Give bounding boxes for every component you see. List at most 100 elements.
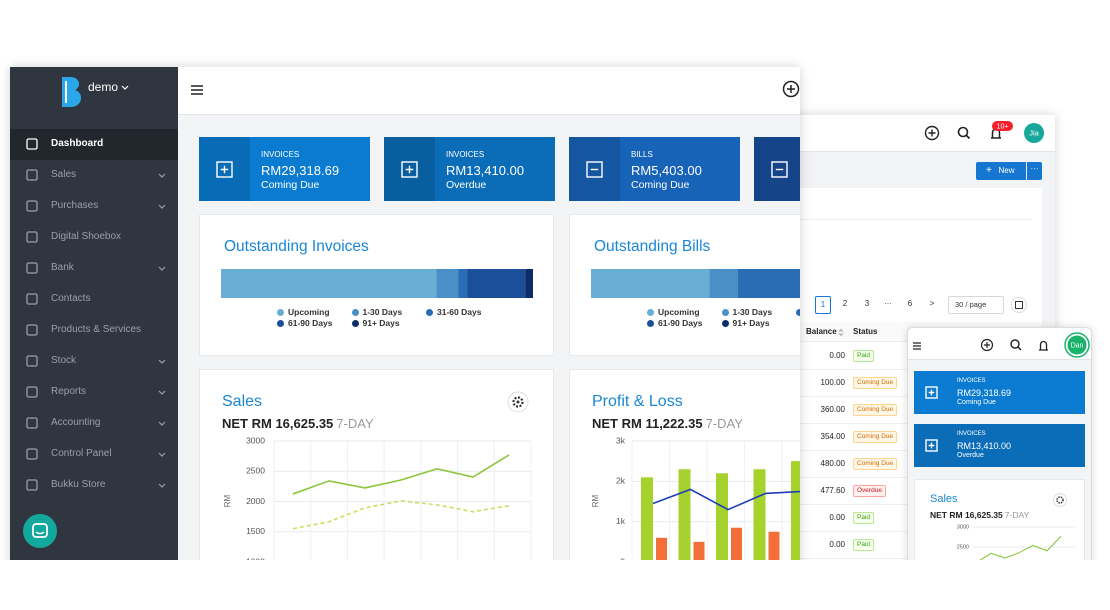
tile-icon-sign <box>928 389 935 396</box>
page-item[interactable]: > <box>929 299 935 308</box>
dashboard-content: INVOICES RM29,318.69 Coming Due INVOICES RM1… <box>10 67 800 560</box>
menu-label: Digital Shoebox <box>51 231 122 242</box>
menu-label: Reports <box>51 386 87 397</box>
menu-item[interactable]: Bukku Store <box>10 470 178 501</box>
status-tag: Paid <box>853 512 875 524</box>
summary-tile[interactable]: INVOICES RM29,318.69 Coming Due <box>199 137 370 201</box>
summary-tile[interactable]: BILLS RM5,403.00 Coming Due <box>569 137 740 201</box>
menu-icon <box>26 479 38 491</box>
bell-icon[interactable] <box>1039 340 1048 351</box>
add-icon[interactable] <box>924 125 940 141</box>
legend-label: 1-30 Days <box>732 307 773 317</box>
tile-label: INVOICES <box>957 431 986 437</box>
badge-count: 10+ <box>997 123 1009 130</box>
menu-item[interactable]: Stock <box>10 346 178 377</box>
add-icon-plus <box>928 129 936 137</box>
add-icon[interactable] <box>782 80 800 98</box>
menu-item[interactable]: Dashboard <box>10 129 178 160</box>
menu-toggle[interactable] <box>913 342 921 350</box>
summary-tile[interactable]: INVOICES RM29,318.69 Coming Due <box>914 371 1085 414</box>
menu-item[interactable]: Bank <box>10 253 178 284</box>
legend-item: 31-60 Days <box>426 307 506 318</box>
bar-segment <box>436 269 459 298</box>
avatar-initials: Jia <box>1029 128 1039 137</box>
search-icon[interactable] <box>957 126 969 138</box>
tile-label: INVOICES <box>446 150 485 159</box>
card-title: Outstanding Invoices <box>224 238 369 255</box>
menu-item[interactable]: Purchases <box>10 191 178 222</box>
menu-icon-shape <box>26 138 38 150</box>
menu-icon-shape <box>26 324 38 336</box>
gear-button[interactable] <box>507 391 529 413</box>
summary-tile[interactable]: INVOICES RM13,410.00 Overdue <box>914 424 1085 467</box>
menu-icon-shape <box>26 355 38 367</box>
tile-amount: RM5,403.00 <box>631 163 702 178</box>
bar <box>678 469 691 560</box>
org-switcher[interactable]: demo <box>88 80 129 94</box>
summary-tile[interactable]: INVOICES RM13,410.00 Overdue <box>384 137 555 201</box>
net-period: 7-DAY <box>336 416 374 431</box>
page-size-select[interactable]: 30 / page <box>948 296 1004 314</box>
phone-icons: Dan <box>913 332 1090 358</box>
org-name: demo <box>88 80 119 94</box>
menu-item[interactable]: Contacts <box>10 284 178 315</box>
chevron-path <box>158 359 166 364</box>
menu-item[interactable]: Products & Services <box>10 315 178 346</box>
menu-item[interactable]: Accounting <box>10 408 178 439</box>
menu-item[interactable]: Control Panel <box>10 439 178 470</box>
status-tag: Coming Due <box>853 404 898 416</box>
tile-label: INVOICES <box>261 150 300 159</box>
legend-label: 61-90 Days <box>658 318 703 328</box>
balance-cell: 477.60 <box>820 486 845 495</box>
row-divider <box>760 369 1042 370</box>
y-tick-label: 1000 <box>246 556 265 560</box>
gear-button[interactable] <box>1053 493 1067 507</box>
bar <box>693 541 705 560</box>
add-icon[interactable] <box>980 338 994 352</box>
menu-icon <box>26 169 38 181</box>
chat-launcher[interactable] <box>23 514 57 548</box>
chart-card: Sales NET RM 16,625.35 7-DAY RM 3000 2500 2000… <box>199 369 554 560</box>
menu-label: Stock <box>51 355 77 366</box>
chevron-path <box>158 173 166 178</box>
menu-icon-shape <box>26 200 38 212</box>
legend-swatch <box>721 320 729 327</box>
menu-item[interactable]: Digital Shoebox <box>10 222 178 253</box>
plus-sign: + <box>986 165 992 176</box>
menu-label: Contacts <box>51 293 91 304</box>
page-item[interactable]: 6 <box>907 299 913 308</box>
menu-item[interactable]: Sales <box>10 160 178 191</box>
menu-toggle[interactable] <box>191 85 203 95</box>
chevron-path <box>158 204 166 209</box>
page-item[interactable]: 2 <box>842 299 848 308</box>
menu-item[interactable]: Reports <box>10 377 178 408</box>
summary-tile[interactable] <box>754 137 800 201</box>
new-button[interactable]: + New <box>976 162 1026 180</box>
tile-note: Coming Due <box>957 399 996 406</box>
search-icon-handle <box>1017 346 1022 351</box>
tile-note: Overdue <box>957 452 984 459</box>
column-settings-icon[interactable] <box>1011 297 1027 313</box>
search-icon[interactable] <box>1010 339 1020 349</box>
legend-swatch <box>351 309 359 316</box>
new-button-menu[interactable]: ··· <box>1027 162 1042 180</box>
legend-swatch <box>796 309 800 316</box>
y-tick-label: 2k <box>616 476 626 486</box>
y-axis-label: RM <box>591 494 600 507</box>
pagination: 1 2 3 ··· 6 >30 / page <box>760 295 1042 315</box>
page-item[interactable]: 3 <box>864 299 870 308</box>
avatar[interactable] <box>1067 335 1087 355</box>
y-tick-label: 2500 <box>246 466 265 476</box>
row-divider <box>760 450 1042 451</box>
page-item[interactable]: 1 <box>815 296 831 314</box>
page-item[interactable]: ··· <box>884 299 892 308</box>
chat-icon-smile <box>35 531 45 535</box>
tile-amount: RM29,318.69 <box>261 163 340 178</box>
avatar[interactable] <box>1024 123 1044 143</box>
tile-icon <box>925 386 938 399</box>
net-period: 7-DAY <box>1004 510 1030 520</box>
chat-icon <box>32 523 48 538</box>
add-icon-plus <box>787 85 795 93</box>
net-amount: RM 16,625.35 <box>949 510 1003 520</box>
menu-icon <box>26 293 38 305</box>
